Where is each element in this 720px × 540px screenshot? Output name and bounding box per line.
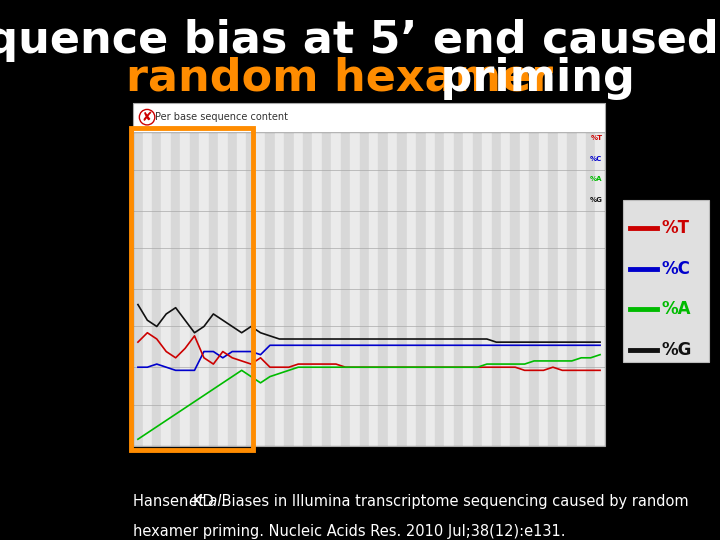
Text: %C: %C xyxy=(662,260,690,278)
Text: et al.: et al. xyxy=(189,494,227,509)
Text: %A: %A xyxy=(662,300,691,318)
Bar xyxy=(464,132,473,446)
Text: %G: %G xyxy=(662,341,692,359)
Bar xyxy=(539,132,548,446)
Text: ✘: ✘ xyxy=(142,111,153,124)
Bar xyxy=(209,132,218,446)
Bar xyxy=(567,132,577,446)
Text: Sequence bias at 5’ end caused by: Sequence bias at 5’ end caused by xyxy=(0,19,720,62)
Text: hexamer priming. Nucleic Acids Res. 2010 Jul;38(12):e131.: hexamer priming. Nucleic Acids Res. 2010… xyxy=(133,524,566,539)
Title: Sequence content across all bases: Sequence content across all bases xyxy=(261,111,477,124)
Text: %G: %G xyxy=(590,197,603,202)
Bar xyxy=(407,132,416,446)
Bar xyxy=(341,132,350,446)
Bar xyxy=(529,132,539,446)
Text: random hexamer: random hexamer xyxy=(126,57,553,100)
Bar xyxy=(256,132,265,446)
Bar xyxy=(265,132,275,446)
Bar xyxy=(331,132,341,446)
Bar xyxy=(161,132,171,446)
Bar xyxy=(199,132,209,446)
Bar xyxy=(312,132,322,446)
Bar xyxy=(379,132,388,446)
Bar xyxy=(416,132,426,446)
Bar xyxy=(284,132,294,446)
Bar xyxy=(369,132,379,446)
Bar xyxy=(426,132,435,446)
Bar xyxy=(359,132,369,446)
Text: %A: %A xyxy=(590,176,603,182)
Bar xyxy=(435,132,444,446)
Bar xyxy=(548,132,558,446)
Bar xyxy=(520,132,529,446)
Bar xyxy=(133,132,143,446)
Text: %C: %C xyxy=(590,156,603,162)
Bar xyxy=(237,132,246,446)
Bar xyxy=(275,132,284,446)
Bar xyxy=(586,132,595,446)
Bar xyxy=(152,132,161,446)
Bar xyxy=(294,132,303,446)
Text: %T: %T xyxy=(590,136,603,141)
Bar xyxy=(397,132,407,446)
Bar xyxy=(558,132,567,446)
Bar xyxy=(482,132,492,446)
Bar xyxy=(454,132,464,446)
Bar xyxy=(303,132,312,446)
Bar xyxy=(180,132,190,446)
Text: random hexamer priming: random hexamer priming xyxy=(42,57,678,100)
Text: Per base sequence content: Per base sequence content xyxy=(155,112,288,122)
Bar xyxy=(577,132,586,446)
Bar xyxy=(322,132,331,446)
Bar xyxy=(501,132,510,446)
Bar xyxy=(228,132,237,446)
Bar xyxy=(492,132,501,446)
Text: Biases in Illumina transcriptome sequencing caused by random: Biases in Illumina transcriptome sequenc… xyxy=(217,494,688,509)
Bar xyxy=(350,132,359,446)
Bar xyxy=(444,132,454,446)
Bar xyxy=(190,132,199,446)
Bar xyxy=(510,132,520,446)
Bar xyxy=(246,132,256,446)
Bar xyxy=(473,132,482,446)
Text: Hansen KD: Hansen KD xyxy=(133,494,219,509)
Bar xyxy=(388,132,397,446)
Bar xyxy=(171,132,181,446)
Bar xyxy=(218,132,228,446)
Text: %T: %T xyxy=(662,219,690,237)
Text: priming: priming xyxy=(425,57,634,100)
Bar xyxy=(143,132,152,446)
Bar xyxy=(595,132,605,446)
